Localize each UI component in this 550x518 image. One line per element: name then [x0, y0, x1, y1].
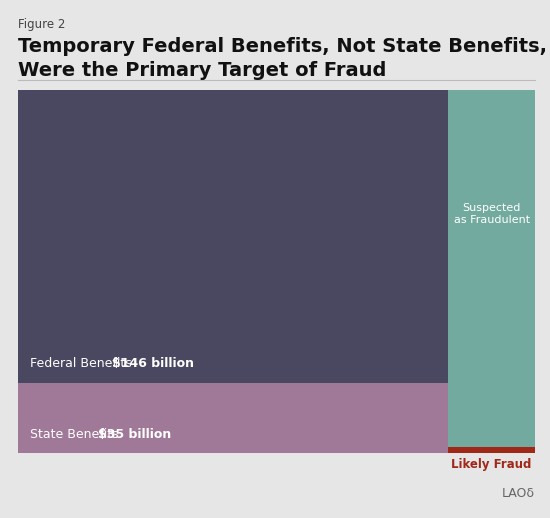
- Bar: [448, 383, 535, 447]
- Text: $146 billion: $146 billion: [112, 357, 194, 370]
- Text: $35 billion: $35 billion: [98, 428, 171, 441]
- Text: as Fraudulent: as Fraudulent: [454, 215, 530, 225]
- Text: Were the Primary Target of Fraud: Were the Primary Target of Fraud: [18, 61, 386, 80]
- Text: LAOδ: LAOδ: [502, 487, 535, 500]
- Text: State Benefits: State Benefits: [30, 428, 123, 441]
- Text: Temporary Federal Benefits, Not State Benefits,: Temporary Federal Benefits, Not State Be…: [18, 37, 547, 56]
- Text: Figure 2: Figure 2: [18, 18, 65, 31]
- Text: Likely Fraud: Likely Fraud: [452, 458, 532, 471]
- Bar: [448, 90, 535, 383]
- Text: Suspected: Suspected: [463, 203, 521, 213]
- Bar: [18, 383, 448, 453]
- Bar: [448, 447, 535, 453]
- Bar: [18, 90, 448, 383]
- Text: Federal Benefits: Federal Benefits: [30, 357, 136, 370]
